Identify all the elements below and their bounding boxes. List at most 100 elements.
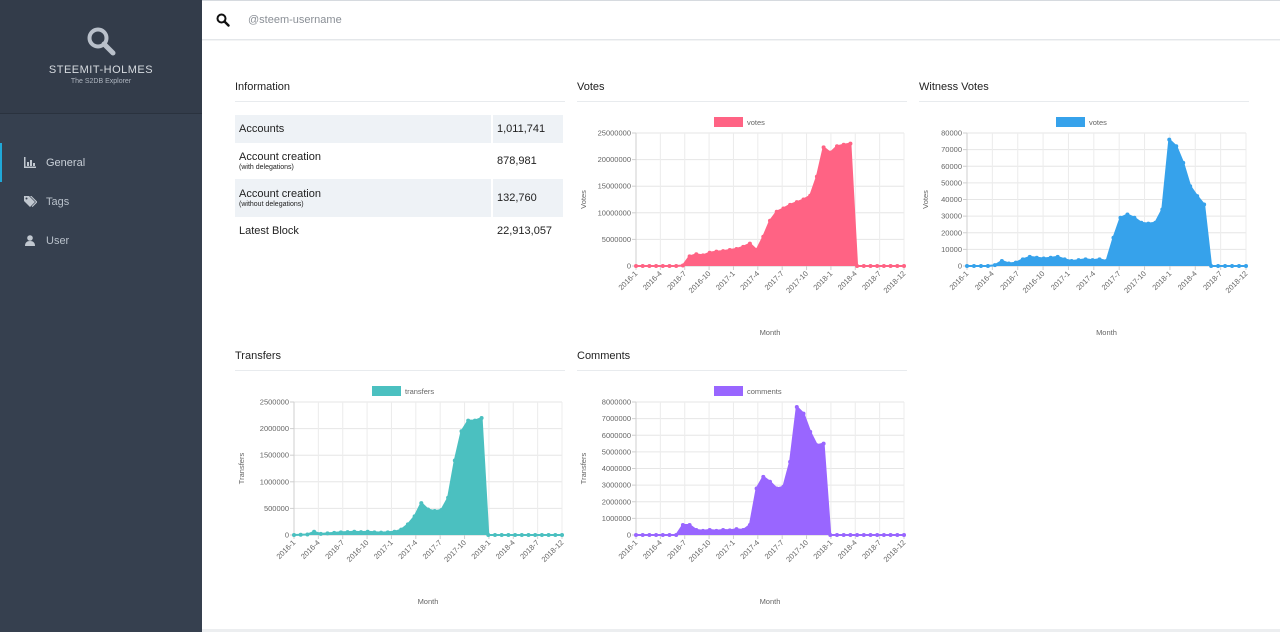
data-point (1034, 255, 1039, 260)
y-tick-label: 50000 (941, 178, 962, 187)
data-point (640, 533, 645, 537)
data-point (292, 533, 296, 537)
data-point (1223, 264, 1228, 268)
witness-votes-divider (919, 101, 1249, 102)
data-point (714, 249, 719, 254)
x-tick-label: 2017-4 (396, 538, 419, 561)
x-axis-title: Month (418, 597, 439, 606)
data-point (902, 264, 906, 268)
data-point (821, 441, 826, 446)
data-point (1146, 221, 1151, 226)
data-point (1195, 194, 1200, 199)
y-axis-title: Transfers (237, 453, 246, 485)
y-tick-label: 20000 (941, 228, 962, 237)
sidebar-nav: General Tags User (0, 143, 202, 260)
info-value: 22,913,057 (497, 225, 553, 237)
data-point (426, 507, 430, 512)
data-point (660, 264, 665, 268)
search-icon[interactable] (216, 13, 230, 27)
y-tick-label: 3000000 (602, 481, 631, 490)
data-point (707, 528, 712, 533)
data-point (895, 264, 900, 268)
data-point (1244, 264, 1248, 268)
data-point (1237, 264, 1242, 268)
data-point (774, 209, 779, 214)
main-content: Information Accounts 1,011,741 Account c… (202, 41, 1280, 629)
y-tick-label: 1000000 (260, 477, 289, 486)
table-row: Account creation (without delegations) 13… (235, 179, 563, 217)
sidebar-item-user[interactable]: User (0, 221, 202, 260)
data-point (694, 252, 699, 257)
y-tick-label: 10000000 (598, 208, 631, 217)
data-point (881, 264, 886, 268)
data-point (560, 533, 564, 537)
data-point (332, 530, 337, 535)
votes-divider (577, 101, 907, 102)
brand-subtitle: The S2DB Explorer (70, 78, 132, 85)
legend-label: comments (747, 387, 782, 396)
sidebar-item-general[interactable]: General (0, 143, 202, 182)
data-point (768, 479, 772, 484)
data-point (1090, 258, 1095, 263)
data-point (654, 533, 659, 537)
data-point (727, 248, 732, 253)
sidebar-item-tags[interactable]: Tags (0, 182, 202, 221)
data-point (1097, 257, 1102, 262)
data-point (1202, 202, 1207, 207)
data-point (768, 218, 772, 223)
information-divider (235, 101, 565, 102)
data-point (747, 241, 752, 246)
data-point (741, 244, 746, 249)
y-tick-label: 7000000 (602, 414, 631, 423)
data-point (707, 250, 712, 255)
data-point (694, 528, 699, 533)
data-point (1153, 220, 1158, 225)
magnifier-logo-icon (87, 27, 116, 56)
y-tick-label: 0 (627, 531, 631, 540)
x-tick-label: 2018-12 (540, 538, 566, 564)
data-point (318, 531, 323, 536)
x-tick-label: 2016-10 (1021, 269, 1047, 295)
legend-label: votes (1089, 118, 1107, 127)
data-point (359, 530, 363, 535)
info-value: 1,011,741 (492, 115, 563, 143)
legend-swatch (714, 117, 743, 127)
x-axis-title: Month (760, 597, 781, 606)
x-tick-label: 2016-1 (948, 269, 971, 292)
data-point (519, 533, 524, 537)
data-point (305, 532, 310, 537)
data-point (1027, 254, 1032, 259)
data-point (721, 249, 726, 254)
data-point (1062, 257, 1067, 262)
x-tick-label: 2017-4 (738, 269, 761, 292)
data-point (828, 150, 833, 155)
y-tick-label: 2500000 (260, 398, 289, 407)
x-tick-label: 2016-1 (617, 538, 640, 561)
x-tick-label: 2017-7 (421, 538, 444, 561)
data-point (841, 533, 846, 537)
series-area (967, 139, 1246, 266)
data-point (526, 533, 531, 537)
data-point (479, 415, 484, 420)
brand: STEEMIT-HOLMES The S2DB Explorer (0, 0, 202, 114)
data-point (365, 529, 370, 534)
x-tick-label: 2018-7 (1201, 269, 1224, 292)
info-label: Account creation (without delegations) (235, 179, 493, 217)
data-point (761, 474, 766, 479)
x-tick-label: 2016-1 (617, 269, 640, 292)
x-tick-label: 2018-7 (518, 538, 541, 561)
data-point (1041, 256, 1046, 261)
x-tick-label: 2017-10 (1122, 269, 1148, 295)
x-tick-label: 2017-7 (763, 538, 786, 561)
data-point (687, 254, 692, 259)
legend: votes (1056, 117, 1107, 127)
data-point (667, 533, 672, 537)
data-point (734, 527, 739, 532)
username-search-input[interactable] (248, 14, 648, 26)
data-point (412, 514, 417, 519)
tags-icon (23, 195, 37, 209)
data-point (848, 141, 853, 146)
data-point (794, 404, 799, 409)
y-tick-label: 60000 (941, 162, 962, 171)
sidebar: STEEMIT-HOLMES The S2DB Explorer General… (0, 0, 202, 632)
